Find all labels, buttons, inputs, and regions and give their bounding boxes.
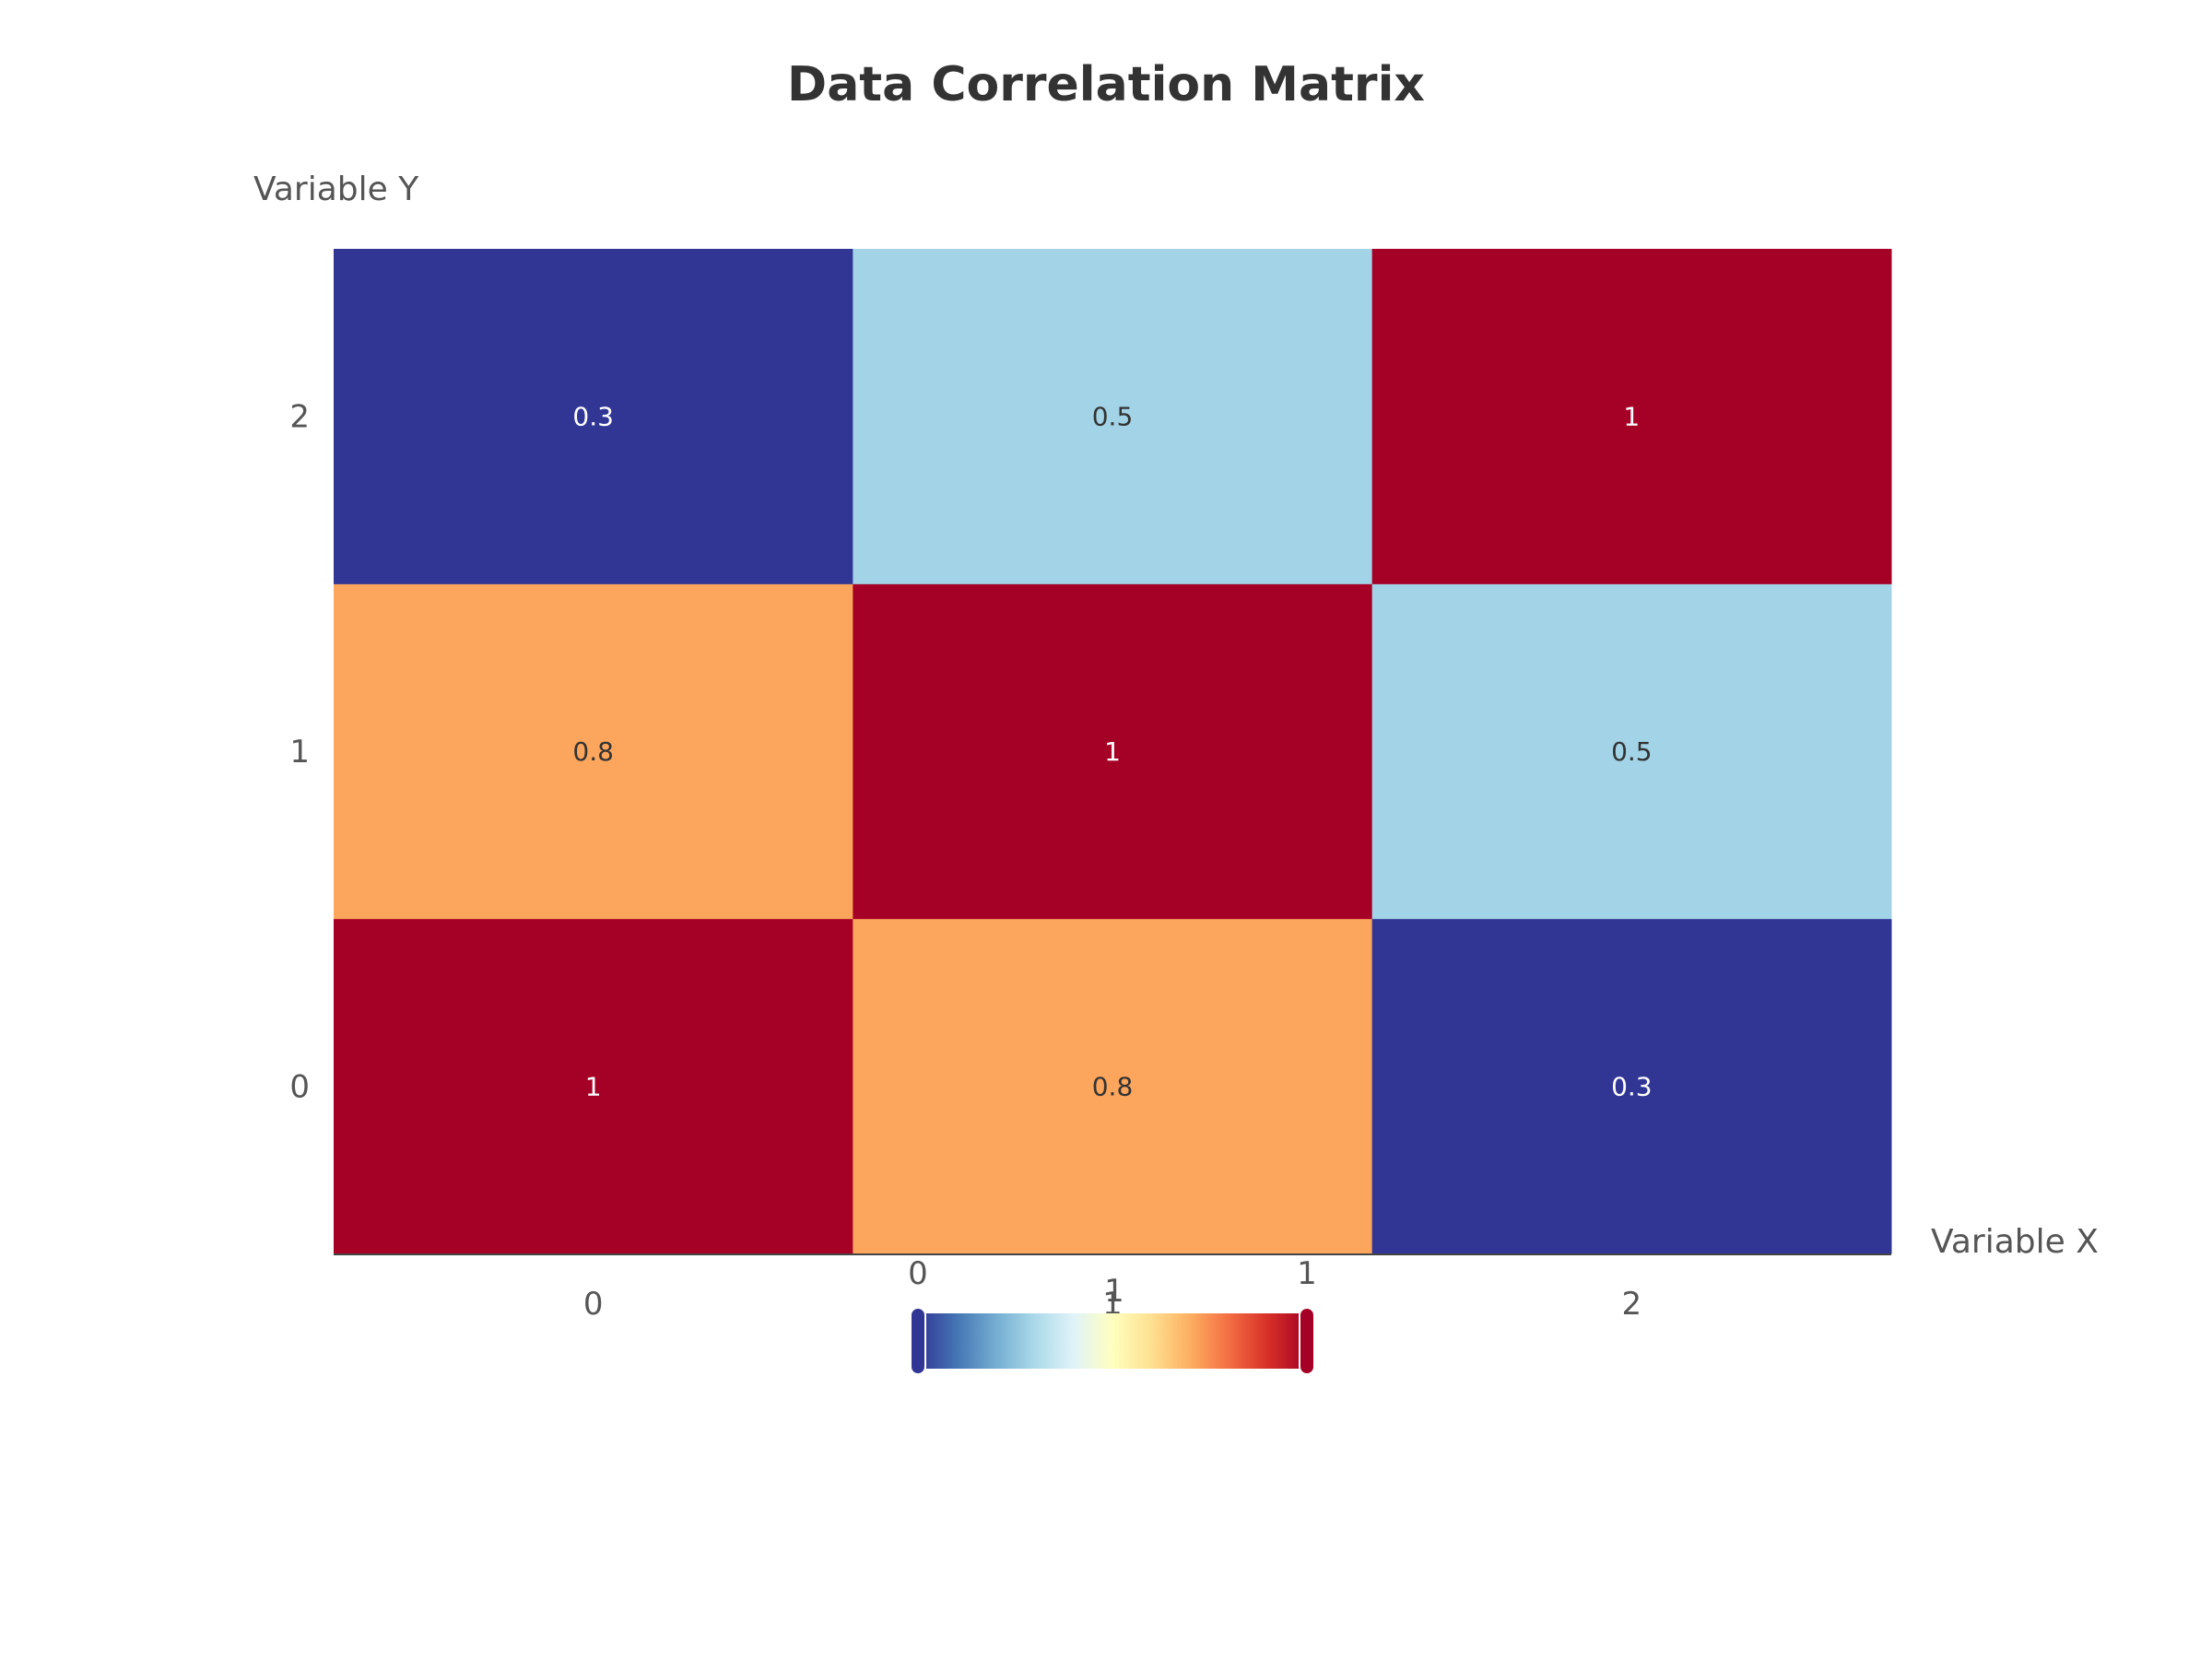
cell-value-label: 0.8 — [572, 736, 614, 767]
colorbar-tick-label: 1 — [1104, 1273, 1124, 1310]
colorbar-max-handle[interactable] — [1299, 1307, 1315, 1375]
cell-value-label: 1 — [1623, 402, 1640, 432]
x-tick-label: 2 — [1622, 1286, 1642, 1323]
cell-value-label: 1 — [585, 1071, 602, 1101]
cell-value-label: 0.3 — [1611, 1071, 1653, 1101]
heatmap-cell — [853, 918, 1373, 1254]
cell-value-label: 0.5 — [1092, 402, 1134, 432]
cell-value-label: 0.5 — [1611, 736, 1653, 767]
y-axis-title: Variable Y — [253, 171, 419, 208]
cell-value-label: 0.3 — [572, 402, 614, 432]
cell-value-label: 0.8 — [1092, 1071, 1134, 1101]
heatmap-cell — [334, 249, 853, 584]
colorbar-tick-label: 1 — [1297, 1255, 1317, 1292]
heatmap-cell — [1371, 249, 1892, 584]
y-tick-label: 1 — [289, 734, 310, 771]
heatmap-cell — [334, 918, 853, 1254]
chart-title: Data Correlation Matrix — [787, 57, 1425, 112]
x-tick-label: 0 — [583, 1286, 604, 1323]
y-tick-label: 2 — [289, 399, 310, 436]
heatmap-cell — [853, 583, 1373, 920]
colorbar-min-handle[interactable] — [910, 1307, 926, 1375]
heatmap-cell — [1371, 583, 1892, 920]
y-tick-label: 0 — [289, 1068, 310, 1105]
x-axis-title: Variable X — [1931, 1223, 2099, 1261]
cell-value-label: 1 — [1104, 736, 1121, 767]
heatmap-cell — [1371, 918, 1892, 1254]
colorbar-gradient — [918, 1313, 1307, 1369]
heatmap-cell — [853, 249, 1373, 584]
colorbar-tick-label: 0 — [908, 1255, 928, 1292]
heatmap-cell — [334, 583, 853, 920]
